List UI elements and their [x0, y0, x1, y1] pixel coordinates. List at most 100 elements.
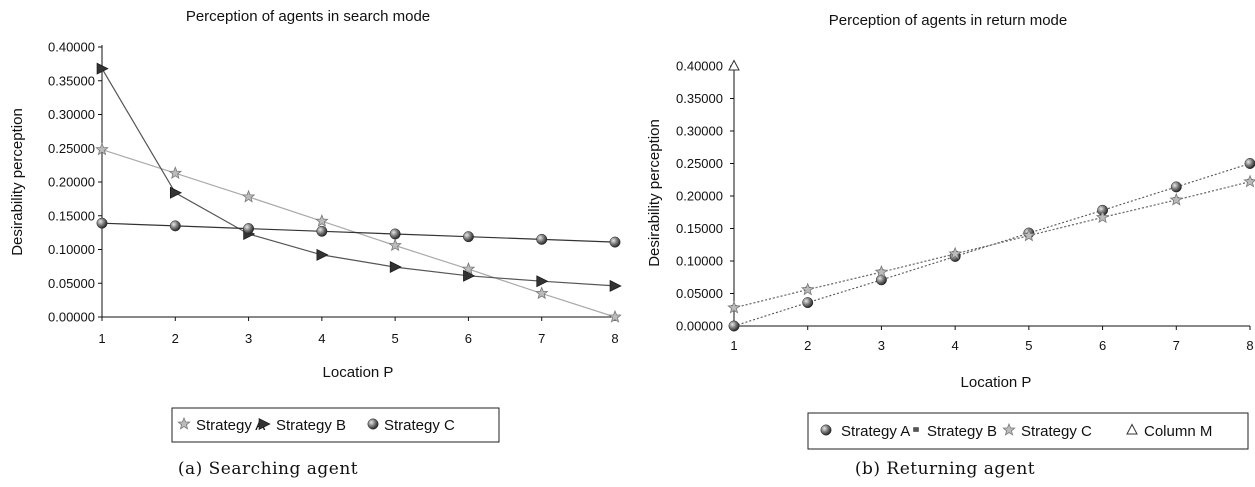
series-strategy-b [96, 62, 622, 292]
legend-marker [258, 418, 271, 430]
x-tick-label: 3 [878, 338, 885, 353]
y-tick-label: 0.10000 [48, 242, 95, 257]
y-tick-label: 0.15000 [676, 221, 723, 236]
legend-label: Strategy C [1021, 423, 1092, 440]
series-strategy-c [727, 174, 1255, 314]
x-tick-label: 4 [952, 338, 959, 353]
y-tick-label: 0.40000 [48, 40, 95, 55]
legend-label: Strategy B [927, 423, 997, 440]
data-point [388, 238, 402, 252]
data-point [609, 236, 621, 248]
y-tick-label: 0.40000 [676, 59, 723, 74]
data-point [95, 142, 109, 156]
panel-caption: (b) Returning agent [855, 459, 1035, 479]
series-line [101, 68, 616, 287]
legend-label: Strategy B [276, 417, 346, 434]
legend [171, 407, 500, 443]
series-line [101, 149, 616, 318]
x-tick-label: 5 [392, 331, 399, 346]
data-point [534, 286, 549, 300]
x-tick-label: 4 [318, 331, 325, 346]
axes: 0.00000 0.05000 0.10000 0.15000 0.20000 0.250… [676, 59, 1254, 354]
data-point [802, 297, 814, 309]
x-tick-label: 8 [1246, 338, 1253, 353]
series-column-m [728, 59, 740, 71]
data-point [315, 214, 329, 227]
x-tick-label: 2 [172, 331, 179, 346]
series-strategy-c [96, 217, 621, 248]
x-tick-label: 7 [538, 331, 545, 346]
legend-marker [367, 418, 379, 430]
panel-return-mode: Perception of agents in return mode Desi… [646, 12, 1255, 479]
y-tick-label: 0.30000 [676, 124, 723, 139]
data-point [389, 261, 402, 274]
data-point [96, 217, 108, 229]
series-line [733, 181, 1251, 309]
x-tick-label: 1 [98, 331, 105, 346]
data-point [169, 186, 182, 199]
legend-marker [820, 424, 832, 436]
data-point [243, 223, 255, 235]
y-tick-label: 0.20000 [48, 175, 95, 190]
data-point [241, 189, 256, 203]
y-tick-label: 0.35000 [48, 73, 95, 88]
x-tick-label: 3 [245, 331, 252, 346]
panel-caption: (a) Searching agent [178, 459, 358, 479]
series-line [101, 222, 616, 243]
x-axis-label: Location P [961, 374, 1032, 391]
data-point [463, 269, 476, 282]
data-point [536, 275, 549, 288]
y-tick-label: 0.05000 [676, 286, 723, 301]
legend [807, 412, 1249, 450]
data-point [461, 261, 476, 275]
y-tick-label: 0.00000 [676, 319, 723, 334]
data-point [1022, 228, 1036, 242]
legend-label: Strategy A [841, 423, 910, 440]
y-tick-label: 0.25000 [48, 141, 95, 156]
y-tick-label: 0.30000 [48, 107, 95, 122]
chart-title: Perception of agents in search mode [186, 8, 430, 25]
y-axis-label: Desirability perception [9, 108, 26, 256]
data-point [1169, 192, 1184, 206]
legend-entries: Strategy A Strategy B Strategy C Column M [820, 422, 1212, 440]
y-tick-label: 0.20000 [676, 189, 723, 204]
data-point [462, 231, 474, 243]
data-point [800, 282, 815, 296]
data-point [536, 233, 548, 245]
legend-marker [913, 427, 919, 432]
data-point [609, 279, 622, 292]
data-point [728, 59, 740, 71]
y-tick-label: 0.00000 [48, 310, 95, 325]
y-tick-label: 0.10000 [676, 254, 723, 269]
data-point [608, 309, 622, 323]
panel-search-mode: Perception of agents in search mode Desi… [9, 8, 622, 479]
y-axis-label: Desirability perception [646, 119, 663, 267]
legend-label: Column M [1144, 423, 1212, 440]
legend-label: Strategy C [384, 417, 455, 434]
x-axis-label: Location P [323, 364, 394, 381]
data-point [948, 246, 962, 260]
data-point [1170, 181, 1182, 193]
y-tick-label: 0.25000 [676, 156, 723, 171]
legend-label: Strategy A [196, 417, 265, 434]
data-point [96, 62, 109, 75]
data-point [316, 248, 329, 261]
axes: 0.00000 0.05000 0.10000 0.15000 0.20000 0.250… [48, 40, 619, 347]
x-tick-label: 5 [1025, 338, 1032, 353]
y-tick-label: 0.05000 [48, 276, 95, 291]
data-point [1095, 210, 1110, 224]
data-point [874, 264, 889, 278]
data-point [1243, 174, 1255, 188]
x-tick-label: 7 [1173, 338, 1180, 353]
data-point [169, 220, 181, 232]
data-point [1244, 158, 1255, 169]
x-tick-label: 6 [1099, 338, 1106, 353]
x-tick-label: 6 [465, 331, 472, 346]
data-point [728, 320, 740, 332]
x-tick-label: 2 [804, 338, 811, 353]
x-tick-label: 1 [730, 338, 737, 353]
x-tick-label: 8 [611, 331, 618, 346]
data-point [168, 166, 183, 179]
data-point [316, 225, 328, 237]
